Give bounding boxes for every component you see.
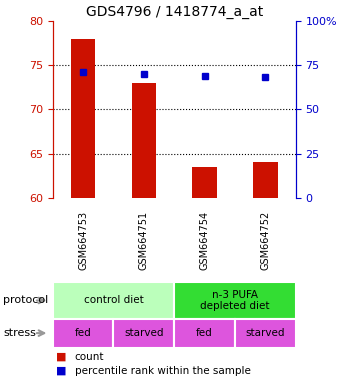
Text: n-3 PUFA
depleted diet: n-3 PUFA depleted diet bbox=[200, 290, 270, 311]
Text: starved: starved bbox=[124, 328, 164, 338]
Bar bbox=[53, 319, 114, 348]
Text: stress: stress bbox=[3, 328, 36, 338]
Text: GSM664751: GSM664751 bbox=[139, 210, 149, 270]
Text: ■: ■ bbox=[56, 352, 67, 362]
Bar bbox=[253, 162, 277, 198]
Text: control diet: control diet bbox=[84, 295, 143, 306]
Bar bbox=[71, 39, 95, 198]
Title: GDS4796 / 1418774_a_at: GDS4796 / 1418774_a_at bbox=[86, 5, 263, 19]
Text: percentile rank within the sample: percentile rank within the sample bbox=[75, 366, 251, 376]
Bar bbox=[53, 282, 174, 319]
Text: starved: starved bbox=[246, 328, 285, 338]
Text: fed: fed bbox=[75, 328, 91, 338]
Text: count: count bbox=[75, 352, 104, 362]
Text: ■: ■ bbox=[56, 366, 67, 376]
Text: protocol: protocol bbox=[3, 295, 49, 306]
Bar bbox=[132, 83, 156, 198]
Bar bbox=[174, 282, 296, 319]
Text: GSM664752: GSM664752 bbox=[260, 210, 270, 270]
Text: fed: fed bbox=[196, 328, 213, 338]
Bar bbox=[192, 167, 217, 198]
Text: GSM664754: GSM664754 bbox=[200, 210, 210, 270]
Bar bbox=[174, 319, 235, 348]
Text: GSM664753: GSM664753 bbox=[78, 210, 88, 270]
Bar bbox=[235, 319, 296, 348]
Bar bbox=[114, 319, 174, 348]
